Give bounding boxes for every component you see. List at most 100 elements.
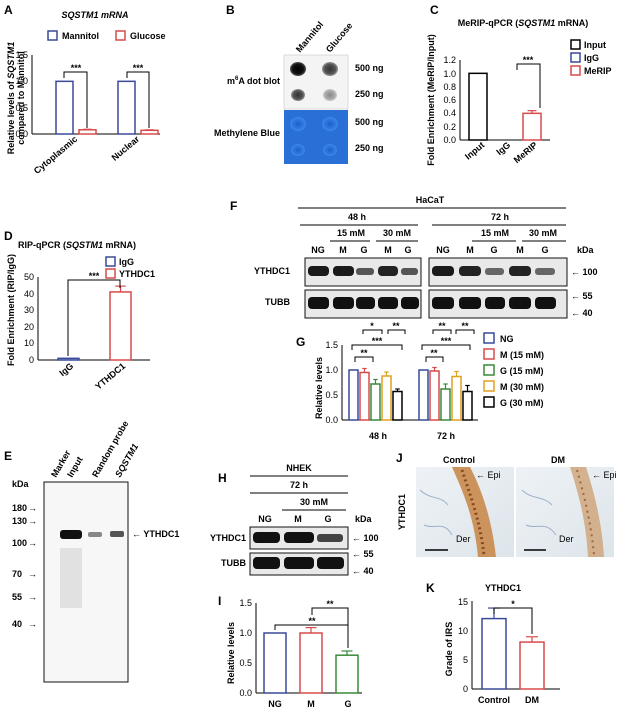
- bar: [418, 369, 429, 421]
- panel-e-letter: E: [4, 449, 12, 463]
- bar: [55, 80, 74, 135]
- conc-label: 30 mM: [383, 228, 411, 238]
- mw-label: ← 55: [571, 291, 593, 301]
- x-tick-label: NG: [268, 699, 282, 709]
- x-tick-label: Nuclear: [110, 134, 142, 163]
- bar: [109, 291, 132, 361]
- y-tick-label: 0.5: [325, 390, 338, 400]
- y-tick-label: 0.8: [443, 82, 456, 92]
- bar: [462, 390, 473, 421]
- panel-k-y-ticks: 0 5 10 15: [458, 597, 468, 694]
- band: [459, 266, 481, 276]
- panel-e-kda: kDa: [12, 479, 30, 489]
- y-tick-label: 0.0: [15, 129, 28, 139]
- band: [308, 297, 329, 309]
- legend-label: M (30 mM): [500, 382, 544, 392]
- panel-b: B Mannitol Glucose m6A dot blot Methylen…: [214, 3, 384, 164]
- time-label: 72 h: [290, 480, 308, 490]
- x-tick-label: G: [344, 699, 351, 709]
- y-tick-label: 30: [24, 305, 34, 315]
- mw-label: ← 55: [352, 549, 374, 559]
- nuclei-stain: [460, 469, 486, 556]
- amount-label: 500 ng: [355, 63, 384, 73]
- bar: [429, 370, 440, 421]
- bands-ythdc1: [308, 266, 555, 276]
- band: [284, 532, 314, 543]
- y-tick-label: 15: [458, 597, 468, 607]
- panel-c-letter: C: [430, 3, 439, 17]
- amount-label: 500 ng: [355, 117, 384, 127]
- lane-label: M: [384, 245, 392, 255]
- bar: [299, 632, 323, 694]
- x-tick-label: MeRIP: [512, 140, 540, 165]
- band: [317, 534, 343, 542]
- legend-label: IgG: [584, 53, 599, 63]
- legend-label: YTHDC1: [119, 269, 155, 279]
- bar: [481, 617, 507, 690]
- band: [284, 557, 314, 569]
- bar: [348, 369, 359, 421]
- legend-label: G (30 mM): [500, 398, 544, 408]
- epi-label: ← Epi: [476, 470, 501, 480]
- band: [535, 297, 556, 309]
- panel-k-ylabel: Grade of IRS: [444, 622, 454, 677]
- der-label: Der: [456, 534, 471, 544]
- panel-a-y-ticks: 0.0 0.5 1.0 1.5: [15, 50, 28, 139]
- panel-k-letter: K: [426, 581, 435, 595]
- y-tick-label: 1.5: [325, 340, 338, 350]
- y-tick-label: 1.0: [443, 69, 456, 79]
- arrow-icon: →: [28, 619, 37, 629]
- panel-j: J YTHDC1 Control DM ← Epi Der ← Epi Der: [396, 451, 617, 557]
- kda-label: kDa: [355, 514, 373, 524]
- band: [459, 297, 481, 309]
- panel-f: F HaCaT 48 h 72 h 15 mM 30 mM 15 mM 30 m…: [230, 195, 598, 319]
- legend-label: IgG: [119, 257, 134, 267]
- legend-swatch-mannitol: [47, 30, 58, 41]
- legend-swatch: [483, 332, 495, 344]
- conc-label: 15 mM: [481, 228, 509, 238]
- panel-g-y-ticks: 0.0 0.5 1.0 1.5: [325, 340, 338, 425]
- y-tick-label: 50: [24, 272, 34, 282]
- lane-label: G: [490, 245, 497, 255]
- y-tick-label: 5: [463, 655, 468, 665]
- sig-stars: **: [461, 321, 469, 331]
- x-tick-label: Control: [478, 695, 510, 705]
- x-tick-label: YTHDC1: [93, 361, 127, 392]
- bar: [381, 375, 392, 421]
- bar: [117, 80, 136, 135]
- band: [333, 266, 354, 276]
- panel-c-legend: Input IgG MeRIP: [570, 39, 612, 76]
- column-label: Control: [443, 455, 475, 465]
- y-tick-label: 0.0: [325, 415, 338, 425]
- band: [401, 268, 418, 275]
- panel-k-title: YTHDC1: [485, 583, 521, 593]
- bands-tubb: [308, 297, 556, 309]
- band: [432, 297, 454, 309]
- column-label: DM: [551, 455, 565, 465]
- sig-stars: *: [370, 321, 374, 331]
- y-tick-label: 1.0: [239, 628, 252, 638]
- panel-k-bars: [481, 607, 545, 690]
- legend-swatch-igg: [105, 256, 116, 267]
- band: [378, 266, 398, 276]
- legend-swatch: [483, 396, 495, 408]
- panel-i-y-ticks: 0.0 0.5 1.0 1.5: [239, 598, 252, 698]
- arrow-icon: →: [28, 538, 37, 548]
- kda-label: kDa: [577, 245, 595, 255]
- y-tick-label: 0: [29, 355, 34, 365]
- y-tick-label: 10: [458, 626, 468, 636]
- sig-stars: **: [308, 616, 316, 626]
- legend-swatch-igg: [570, 52, 581, 63]
- mb-dot: [290, 117, 306, 131]
- arrow-icon: →: [28, 503, 37, 513]
- panel-e-markers: 180 → 130 → 100 → 70 → 55 → 40 →: [12, 503, 37, 629]
- panel-d-bars: [57, 285, 132, 361]
- protein-label: YTHDC1: [254, 266, 290, 276]
- sig-bracket: [67, 279, 121, 356]
- time-label: 48 h: [348, 212, 366, 222]
- arrow-icon: →: [28, 592, 37, 602]
- panel-h: H NHEK 72 h 30 mM NG M G kDa YTHDC1 TUBB…: [210, 463, 379, 576]
- sig-bracket: [455, 329, 475, 334]
- band: [401, 297, 419, 309]
- x-tick-label: Input: [463, 140, 486, 162]
